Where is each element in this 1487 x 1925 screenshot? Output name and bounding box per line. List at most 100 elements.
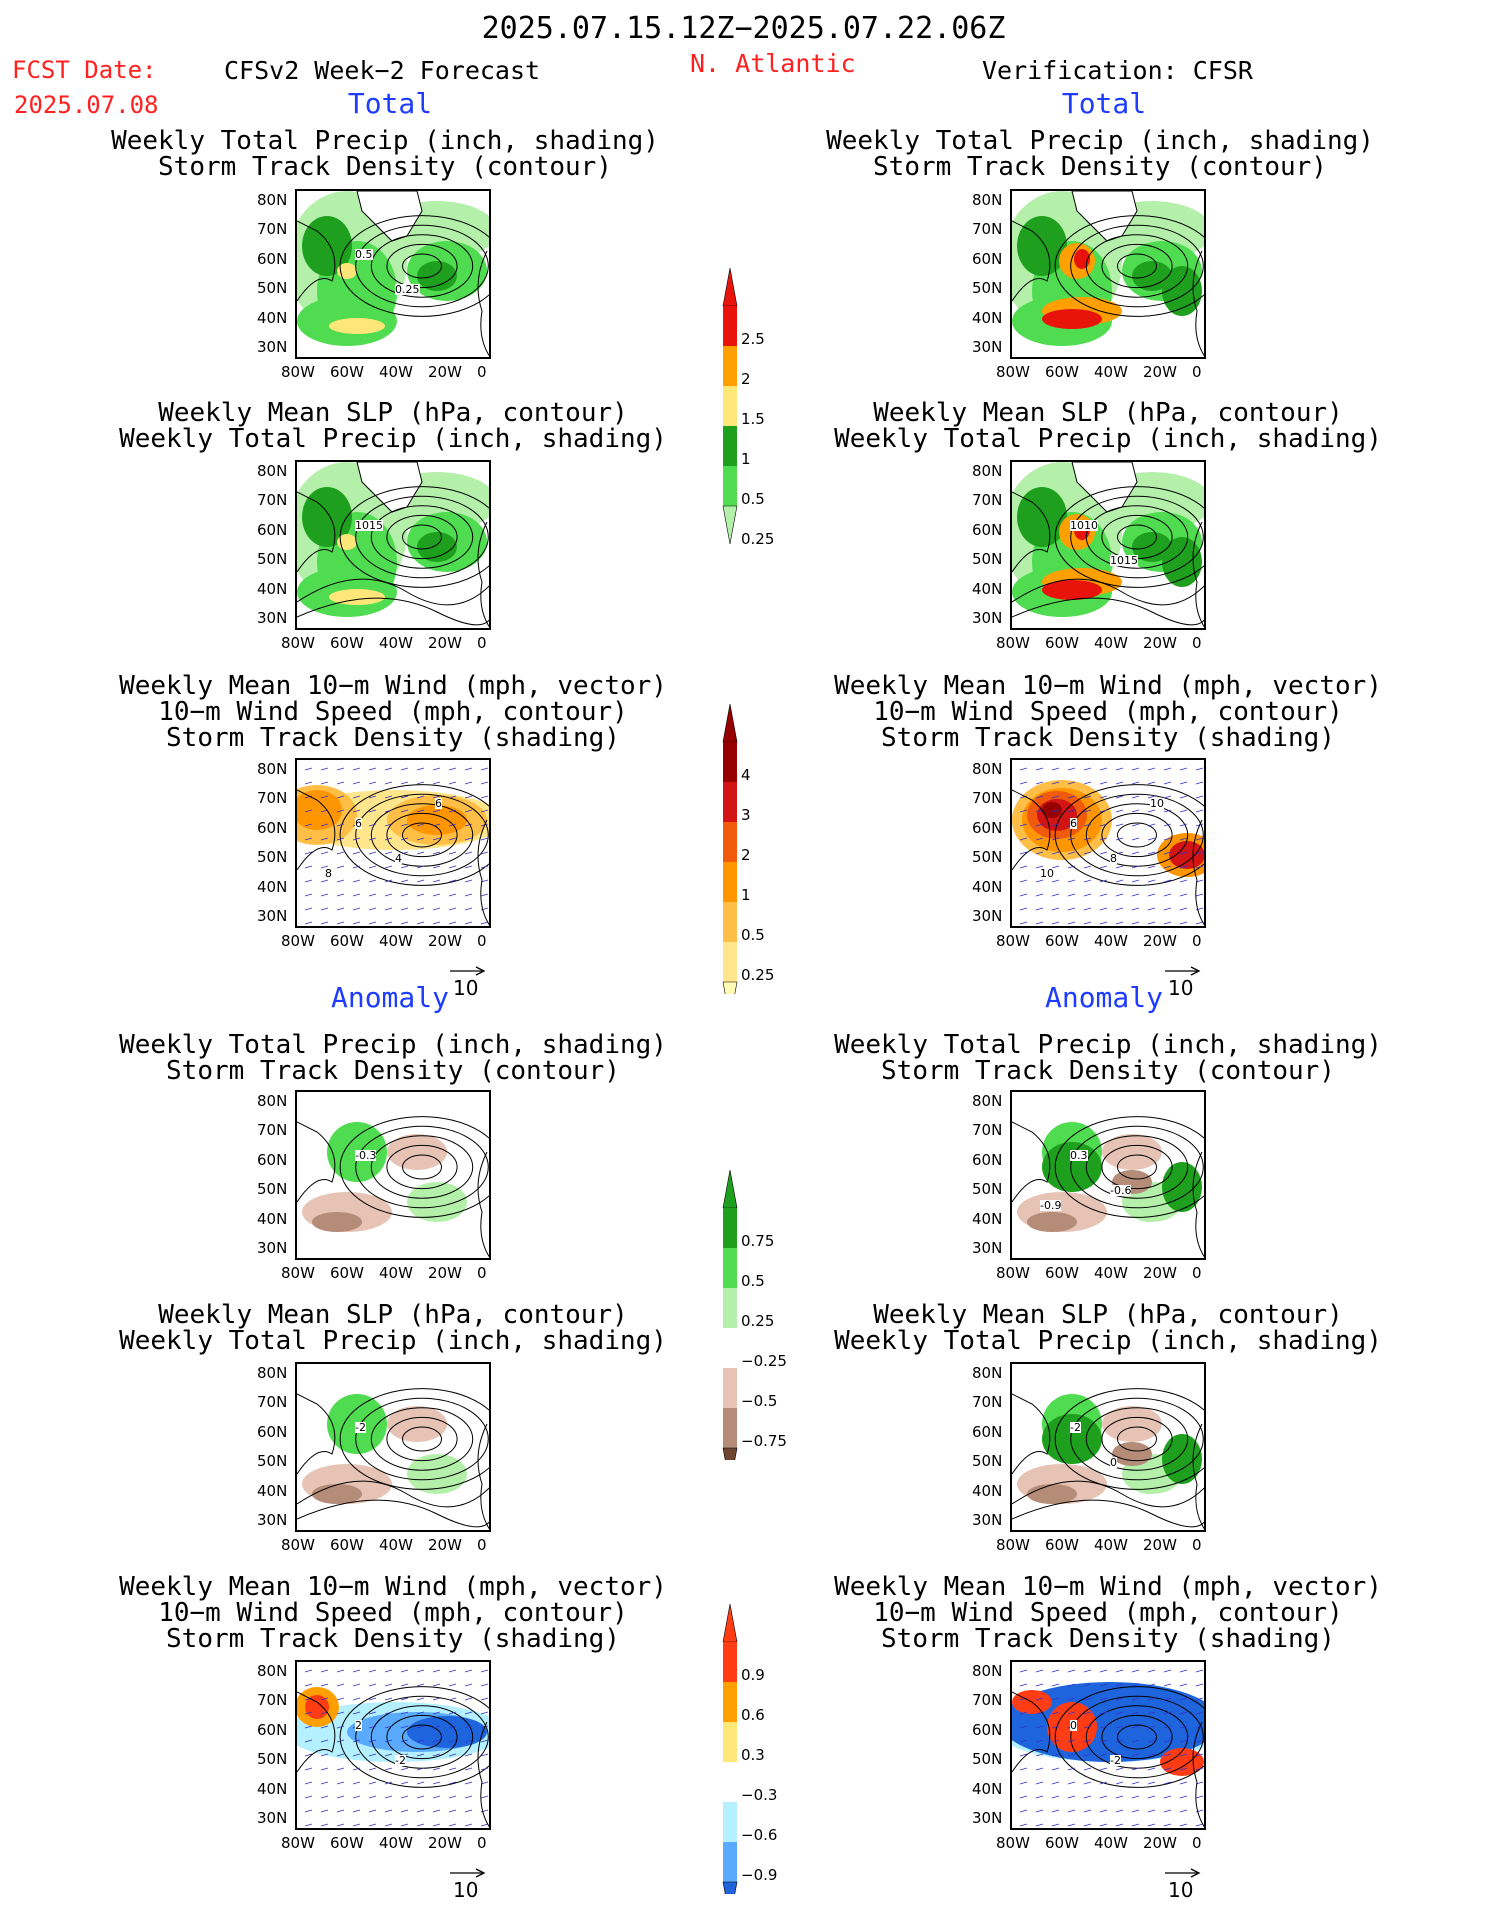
colorbar-label: −0.6 xyxy=(741,1826,777,1844)
colorbar-label: 0.5 xyxy=(741,1272,765,1290)
lat-label: 30N xyxy=(257,338,288,356)
title-r2-a: Weekly Mean SLP (hPa, contour) xyxy=(873,398,1343,428)
title-r5-b: Weekly Total Precip (inch, shading) xyxy=(834,1326,1382,1356)
colorbar-label: 3 xyxy=(741,806,751,824)
colorbar-label: 0.25 xyxy=(741,966,774,984)
lon-label: 80W xyxy=(281,634,315,652)
model-title: CFSv2 Week−2 Forecast xyxy=(224,56,541,85)
lat-label: 30N xyxy=(972,907,1003,925)
contour-label: 10 xyxy=(1150,797,1164,810)
lat-label: 60N xyxy=(972,818,1003,837)
lat-label: 60N xyxy=(257,1422,288,1441)
lon-label: 20W xyxy=(1143,1536,1177,1554)
lat-label: 40N xyxy=(257,1209,288,1228)
lon-label: 0 xyxy=(477,1264,487,1282)
lat-label: 60N xyxy=(257,1720,288,1739)
map-panel-l-slp-total xyxy=(295,460,491,630)
contour-label: 0 xyxy=(1070,1719,1077,1732)
lon-label: 60W xyxy=(1045,1264,1079,1282)
lon-label: 20W xyxy=(428,363,462,381)
title-l3-a: Weekly Mean 10−m Wind (mph, vector) xyxy=(119,671,667,701)
contour-label: -2 xyxy=(355,1421,366,1434)
colorbar-label: 2.5 xyxy=(741,330,765,348)
lon-label: 40W xyxy=(379,1536,413,1554)
lon-label: 0 xyxy=(477,1536,487,1554)
lat-label: 80N xyxy=(972,462,1003,480)
lat-label: 70N xyxy=(972,789,1003,808)
section-anomaly-right: Anomaly xyxy=(1044,981,1163,1014)
lat-label: 70N xyxy=(257,1393,288,1412)
title-r6-b: 10−m Wind Speed (mph, contour) xyxy=(873,1598,1343,1628)
lon-label: 80W xyxy=(996,363,1030,381)
lon-label: 60W xyxy=(1045,1536,1079,1554)
title-r3-a: Weekly Mean 10−m Wind (mph, vector) xyxy=(834,671,1382,701)
lat-label: 60N xyxy=(257,520,288,539)
lat-label: 80N xyxy=(972,1092,1003,1110)
colorbar-label: 2 xyxy=(741,846,751,864)
contour-label: -0.9 xyxy=(1040,1199,1062,1212)
lon-label: 40W xyxy=(1094,363,1128,381)
lon-label: 20W xyxy=(428,1834,462,1852)
contour-label: 2 xyxy=(355,1719,362,1732)
map-svg-r-slp-total xyxy=(1012,462,1204,628)
map-panel-r-slp-anom xyxy=(1010,1362,1206,1532)
lon-label: 0 xyxy=(477,932,487,950)
map-svg-l-precip-anom xyxy=(297,1116,489,1258)
colorbar-label: −0.3 xyxy=(741,1786,777,1804)
lon-label: 40W xyxy=(379,363,413,381)
contour-label: 1015 xyxy=(1110,554,1138,567)
fcst-date-label: FCST Date: xyxy=(12,56,157,84)
lat-label: 80N xyxy=(257,1364,288,1382)
reference-vector-label: 10 xyxy=(453,1878,479,1902)
lon-label: 60W xyxy=(1045,932,1079,950)
lat-label: 30N xyxy=(972,609,1003,627)
title-r6-a: Weekly Mean 10−m Wind (mph, vector) xyxy=(834,1572,1382,1602)
contour-label: 1015 xyxy=(355,519,383,532)
fcst-date-value: 2025.07.08 xyxy=(14,91,159,119)
lon-label: 60W xyxy=(330,634,364,652)
lat-label: 80N xyxy=(972,1662,1003,1680)
lat-label: 80N xyxy=(972,760,1003,778)
lat-label: 30N xyxy=(972,338,1003,356)
lon-label: 20W xyxy=(1143,634,1177,652)
lon-label: 20W xyxy=(428,1264,462,1282)
contour-label: 0.5 xyxy=(355,248,373,261)
lon-label: 80W xyxy=(996,1264,1030,1282)
contour-label: 6 xyxy=(1070,817,1077,830)
contour-label: 6 xyxy=(435,797,442,810)
lon-label: 40W xyxy=(379,1264,413,1282)
lat-label: 50N xyxy=(257,848,288,867)
lat-label: 80N xyxy=(257,1092,288,1110)
verification-title: Verification: CFSR xyxy=(982,56,1253,85)
title-l4-a: Weekly Total Precip (inch, shading) xyxy=(119,1030,667,1060)
colorbar-label: 0.5 xyxy=(741,926,765,944)
lon-label: 60W xyxy=(1045,363,1079,381)
lat-label: 40N xyxy=(972,579,1003,598)
lon-label: 40W xyxy=(1094,1834,1128,1852)
colorbar-label: 1 xyxy=(741,886,751,904)
colorbar-precip-total: 2.5 2 1.5 1 0.5 0.25 xyxy=(722,268,774,548)
lon-label: 20W xyxy=(1143,1834,1177,1852)
contour-label: 1010 xyxy=(1070,519,1098,532)
map-panel-l-precip-total xyxy=(295,189,491,359)
lon-label: 0 xyxy=(1192,363,1202,381)
contour-label: 0.25 xyxy=(395,283,420,296)
lon-label: 40W xyxy=(1094,1264,1128,1282)
title-l2-a: Weekly Mean SLP (hPa, contour) xyxy=(158,398,628,428)
map-svg-r-slp-anom xyxy=(1012,1388,1204,1530)
map-panel-l-slp-anom xyxy=(295,1362,491,1532)
lat-label: 60N xyxy=(972,520,1003,539)
section-total-right: Total xyxy=(1061,87,1147,120)
lon-label: 60W xyxy=(330,932,364,950)
lat-label: 40N xyxy=(972,1779,1003,1798)
colorbar-label: −0.5 xyxy=(741,1392,777,1410)
colorbar-label: 0.5 xyxy=(741,490,765,508)
contour-label: 8 xyxy=(1110,852,1117,865)
title-l6-b: 10−m Wind Speed (mph, contour) xyxy=(158,1598,628,1628)
lat-label: 30N xyxy=(257,907,288,925)
lat-label: 40N xyxy=(972,1209,1003,1228)
reference-vector-arrow xyxy=(1165,1868,1201,1878)
region-title: N. Atlantic xyxy=(690,49,856,78)
lat-label: 80N xyxy=(972,1364,1003,1382)
